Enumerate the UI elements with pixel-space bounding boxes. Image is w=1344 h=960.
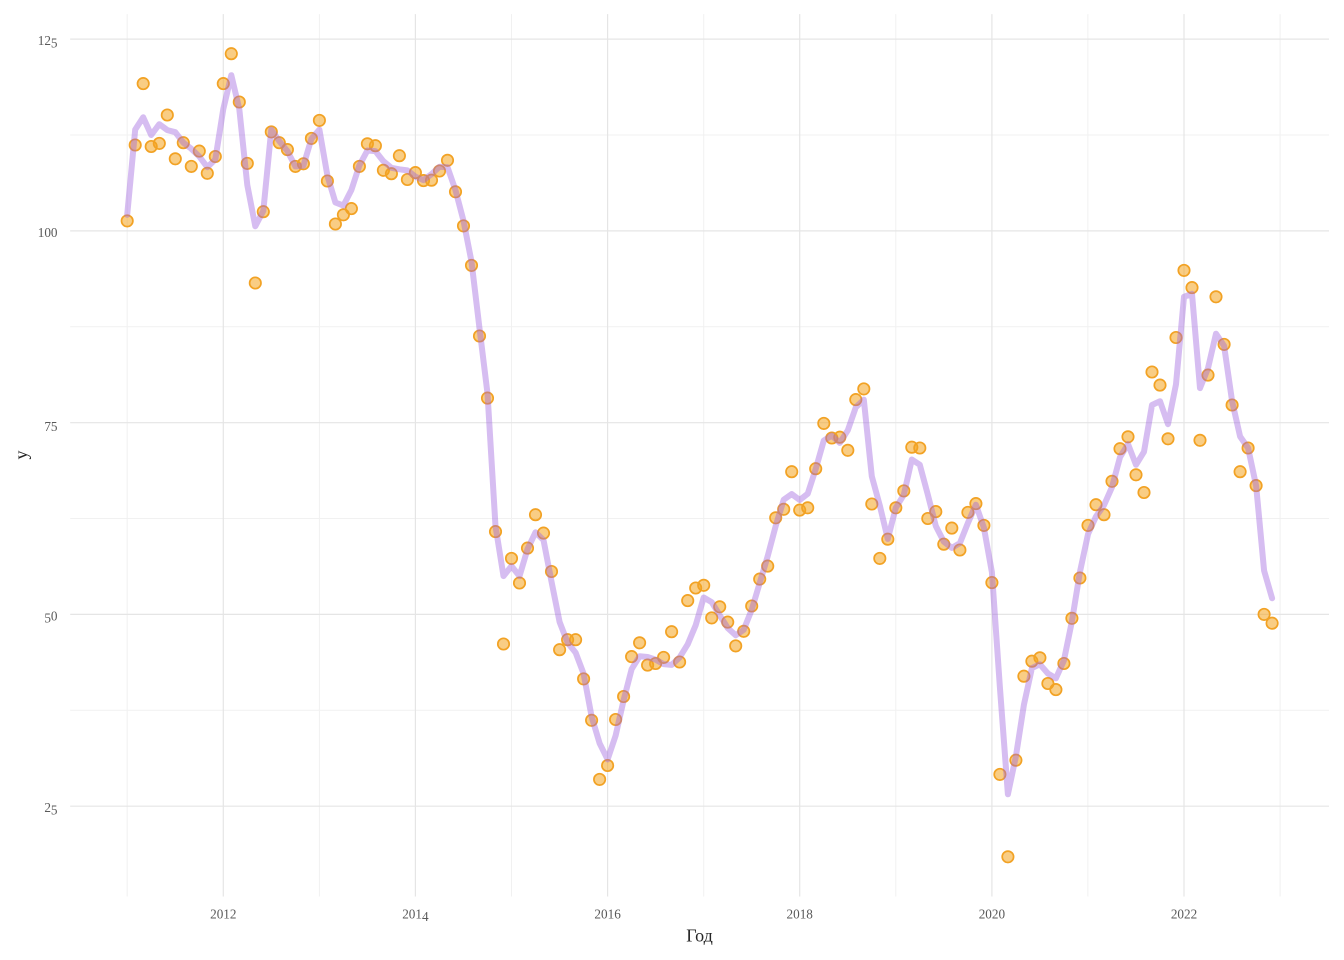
svg-text:2012: 2012 — [210, 907, 236, 922]
svg-text:2020: 2020 — [979, 907, 1006, 922]
svg-text:25: 25 — [44, 800, 58, 817]
svg-text:2016: 2016 — [594, 907, 621, 922]
svg-text:100: 100 — [38, 225, 58, 240]
svg-text:2018: 2018 — [787, 907, 814, 922]
svg-text:125: 125 — [38, 33, 58, 50]
svg-text:75: 75 — [44, 419, 58, 434]
svg-text:Год: Год — [686, 925, 712, 945]
svg-text:50: 50 — [44, 608, 58, 625]
svg-text:y: y — [11, 451, 31, 460]
svg-text:2014: 2014 — [402, 907, 429, 924]
svg-text:2022: 2022 — [1171, 907, 1197, 922]
